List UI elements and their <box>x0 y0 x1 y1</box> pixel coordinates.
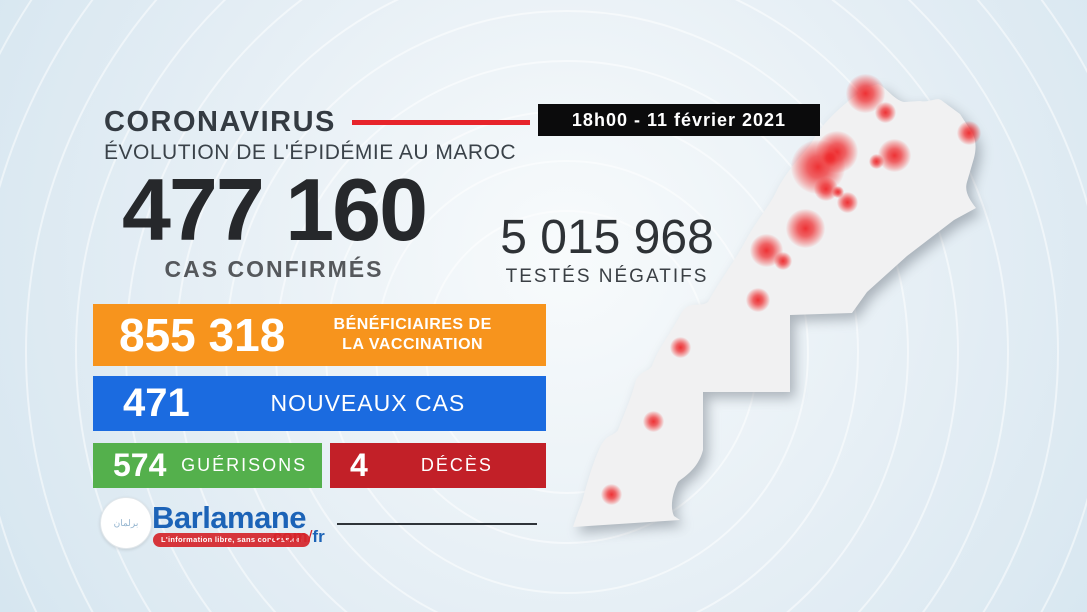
barlamane-tagline: L'information libre, sans concession <box>153 533 310 547</box>
footer-divider-line <box>337 523 537 525</box>
negative-tests-label: TESTÉS NÉGATIFS <box>505 266 709 287</box>
page-title: CORONAVIRUS <box>104 106 336 138</box>
vaccinated-value: 855 318 <box>119 309 286 361</box>
case-dot <box>746 288 770 312</box>
case-dot <box>877 138 911 172</box>
case-dot <box>785 208 825 248</box>
title-accent-line <box>352 120 530 125</box>
vaccinated-label-line2: LA VACCINATION <box>342 336 484 353</box>
new-cases-label: NOUVEAUX CAS <box>270 390 466 416</box>
negative-tests-value: 5 015 968 <box>500 211 714 264</box>
morocco-map <box>560 70 1000 570</box>
barlamane-domain-com: .com <box>268 527 308 546</box>
barlamane-domain-slash: / <box>307 527 313 546</box>
confirmed-cases-label: CAS CONFIRMÉS <box>164 256 384 282</box>
case-dot <box>600 483 622 505</box>
recoveries-bar: 574 GUÉRISONS <box>93 443 322 488</box>
case-dot <box>642 410 664 432</box>
vaccinated-label-line1: BÉNÉFICIAIRES DE <box>333 316 492 333</box>
case-dot <box>868 153 884 169</box>
morocco-map-shape <box>573 84 976 527</box>
deaths-value: 4 <box>350 447 368 483</box>
datetime-badge: 18h00 - 11 février 2021 <box>538 104 820 136</box>
deaths-bar: 4 DÉCÈS <box>330 443 546 488</box>
case-dots-layer <box>560 70 1000 570</box>
case-dot <box>874 101 896 123</box>
vaccinated-label: BÉNÉFICIAIRES DE LA VACCINATION <box>285 315 546 355</box>
new-cases-value: 471 <box>123 381 190 425</box>
confirmed-cases-value: 477 160 <box>121 160 428 259</box>
barlamane-domain-fr: fr <box>312 527 325 546</box>
barlamane-domain: .com/fr <box>268 527 325 547</box>
recoveries-label: GUÉRISONS <box>181 455 308 475</box>
barlamane-logo-icon: برلمان <box>100 497 152 549</box>
case-dot <box>957 121 981 145</box>
page-subtitle: ÉVOLUTION DE L'ÉPIDÉMIE AU MAROC <box>104 141 517 164</box>
barlamane-wordmark: Barlamane <box>152 500 307 535</box>
new-cases-bar: 471 NOUVEAUX CAS <box>93 376 546 431</box>
case-dot <box>774 252 792 270</box>
case-dot <box>821 149 839 167</box>
recoveries-value: 574 <box>113 447 167 483</box>
barlamane-arabic-text: برلمان <box>113 517 139 528</box>
case-dot <box>669 336 691 358</box>
vaccinated-bar: 855 318 BÉNÉFICIAIRES DE LA VACCINATION <box>93 304 546 366</box>
case-dot <box>836 191 858 213</box>
deaths-label: DÉCÈS <box>420 455 493 475</box>
